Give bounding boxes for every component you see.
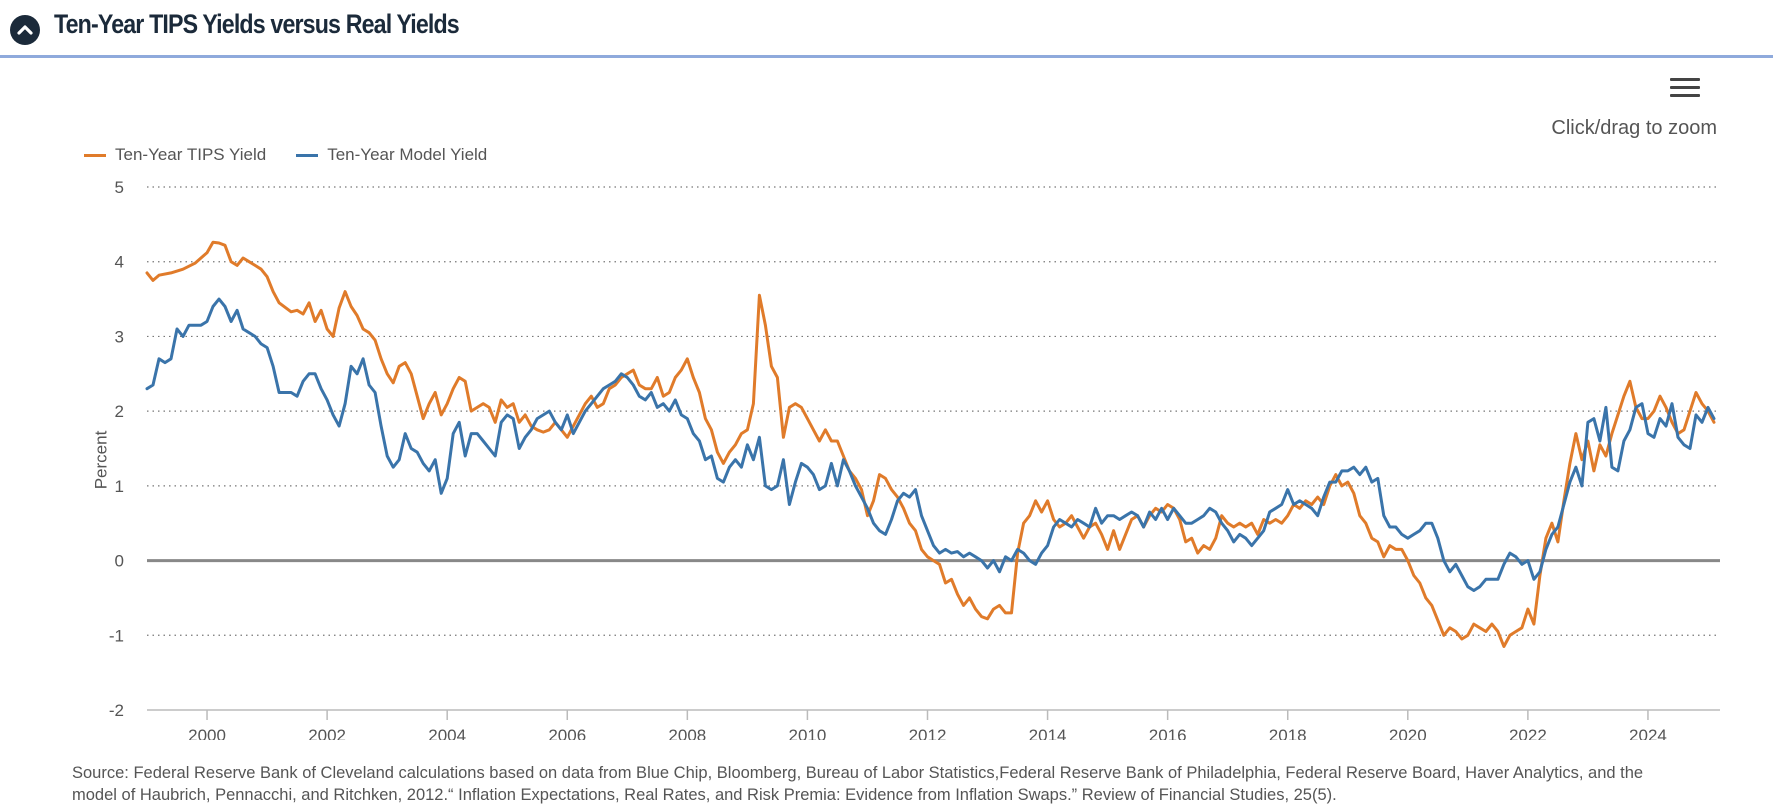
- zoom-hint: Click/drag to zoom: [1551, 117, 1717, 139]
- x-tick-label: 2008: [668, 726, 706, 740]
- y-tick-label: 3: [115, 327, 124, 346]
- page-title: Ten-Year TIPS Yields versus Real Yields: [54, 9, 460, 39]
- legend-item-tips-yield[interactable]: Ten-Year TIPS Yield: [84, 145, 266, 165]
- x-tick-label: 2004: [428, 726, 466, 740]
- chart-legend: Ten-Year TIPS Yield Ten-Year Model Yield: [84, 145, 487, 165]
- y-tick-label: 5: [115, 178, 124, 197]
- x-tick-label: 2020: [1389, 726, 1427, 740]
- series-line-model-yield: [145, 297, 1716, 592]
- y-tick-label: 0: [115, 552, 124, 571]
- x-tick-label: 2014: [1029, 726, 1067, 740]
- x-tick-label: 2024: [1629, 726, 1667, 740]
- legend-label-tips: Ten-Year TIPS Yield: [115, 145, 267, 164]
- x-tick-label: 2010: [789, 726, 827, 740]
- x-tick-label: 2016: [1149, 726, 1187, 740]
- y-tick-label: -2: [109, 701, 124, 720]
- legend-item-model-yield[interactable]: Ten-Year Model Yield: [296, 145, 487, 165]
- chart-header: Ten-Year TIPS Yields versus Real Yields: [0, 0, 1773, 58]
- collapse-chevron-up-icon[interactable]: [10, 15, 40, 45]
- series-line-tips-yield: [145, 240, 1716, 648]
- legend-swatch-tips: [84, 153, 106, 157]
- x-tick-label: 2012: [909, 726, 947, 740]
- y-tick-label: 4: [115, 253, 124, 272]
- x-tick-label: 2022: [1509, 726, 1547, 740]
- legend-swatch-model: [296, 153, 319, 157]
- y-tick-label: 2: [115, 402, 124, 421]
- x-tick-label: 2018: [1269, 726, 1307, 740]
- source-note: Source: Federal Reserve Bank of Clevelan…: [72, 764, 1644, 804]
- x-tick-label: 2006: [548, 726, 586, 740]
- y-tick-label: -1: [109, 626, 124, 645]
- chart-menu-hamburger-icon[interactable]: [1670, 78, 1700, 104]
- y-tick-label: 1: [115, 477, 124, 496]
- line-chart[interactable]: -2 -1 0 1 2 3 4 5 2000 2002 2004 2006 2008 2010 2012 20…: [0, 0, 1773, 740]
- x-tick-label: 2002: [308, 726, 346, 740]
- legend-label-model: Ten-Year Model Yield: [327, 145, 488, 164]
- chevron-up-icon: [17, 25, 33, 35]
- x-tick-label: 2000: [188, 726, 226, 740]
